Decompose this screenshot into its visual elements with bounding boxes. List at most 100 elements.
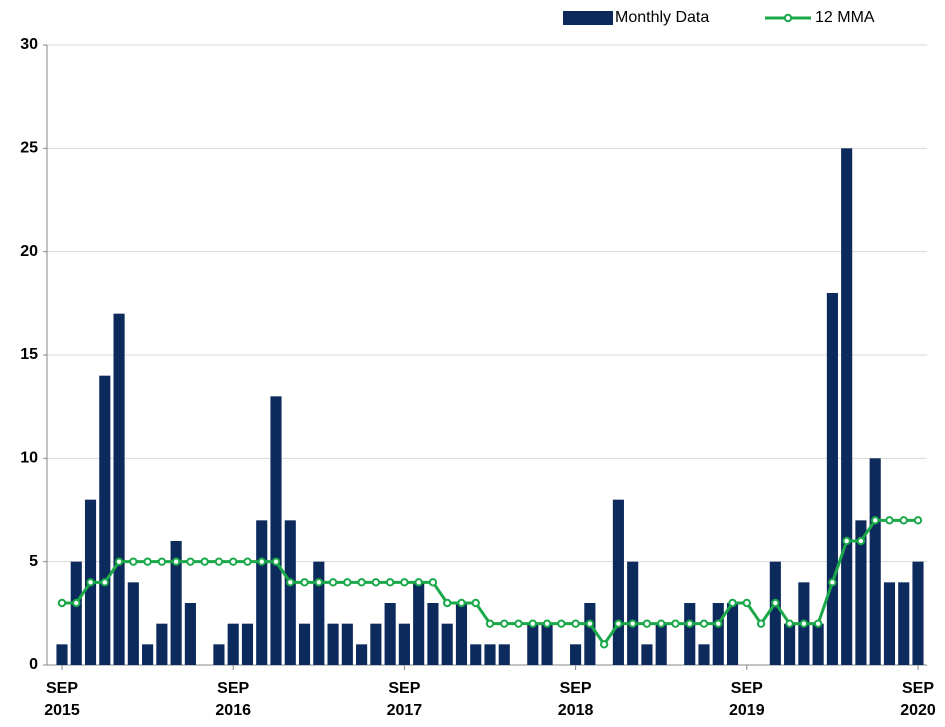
bar (327, 623, 339, 665)
line-marker (557, 619, 566, 628)
line-marker (885, 516, 894, 525)
bar (142, 644, 154, 665)
line-marker (343, 578, 352, 587)
bar (298, 623, 311, 665)
bar (841, 148, 853, 666)
line-marker (300, 578, 309, 587)
bar (912, 561, 924, 665)
bar (127, 582, 139, 665)
line-marker (799, 619, 809, 628)
bar (441, 623, 453, 665)
line-marker (229, 557, 238, 566)
bar (184, 603, 196, 665)
y-tick-label: 30 (20, 36, 38, 53)
line-marker (143, 557, 152, 566)
bar (527, 623, 539, 665)
bar (627, 561, 639, 665)
line-marker (271, 557, 281, 566)
x-tick-label: SEP 2017 (386, 680, 423, 719)
bar (826, 293, 838, 665)
bar (284, 520, 296, 665)
line-marker (913, 516, 923, 525)
line-marker (585, 619, 595, 628)
x-tick-label: SEP 2020 (900, 680, 936, 719)
x-tick-label: SEP 2019 (729, 680, 765, 719)
line-marker (414, 578, 423, 587)
bar (698, 644, 710, 665)
line-marker (171, 557, 181, 566)
bar (641, 644, 653, 665)
bar (470, 644, 482, 665)
line-marker (129, 557, 138, 566)
bar (256, 520, 268, 665)
line-marker (871, 516, 880, 525)
bar (413, 582, 425, 665)
bar (384, 603, 396, 665)
line-marker (57, 598, 67, 608)
line-marker (214, 557, 224, 566)
bar (812, 623, 824, 665)
line-marker (257, 557, 266, 566)
line-marker (100, 578, 110, 587)
bar (113, 313, 125, 665)
y-tick-label: 15 (20, 346, 38, 363)
bar (769, 561, 781, 665)
bar (712, 603, 724, 665)
line-marker (771, 598, 780, 608)
bar (784, 623, 796, 665)
y-tick-label: 20 (20, 243, 38, 260)
bar (398, 623, 410, 665)
line-marker (742, 598, 751, 608)
bar (498, 644, 510, 665)
line-marker (614, 619, 623, 628)
line-marker (485, 619, 495, 628)
line-marker (714, 619, 723, 628)
bar (541, 623, 553, 665)
line-marker (685, 619, 694, 628)
line-marker (856, 536, 866, 546)
y-tick-label: 0 (29, 656, 38, 673)
line-marker (657, 619, 666, 628)
bar (612, 499, 624, 665)
line-marker (528, 619, 537, 628)
bar (455, 603, 468, 665)
legend-swatch (563, 11, 613, 25)
bar (99, 375, 111, 665)
line-marker (500, 619, 509, 628)
line-marker (785, 619, 794, 628)
x-tick-label: SEP 2018 (557, 680, 594, 719)
bar (883, 582, 896, 665)
line-marker (385, 578, 395, 587)
line-marker (471, 598, 480, 608)
y-tick-label: 10 (20, 450, 38, 467)
line-marker (756, 619, 766, 628)
line-marker (72, 598, 81, 608)
line-marker (186, 557, 195, 566)
line-marker (157, 557, 167, 566)
bar (356, 644, 368, 665)
line-marker (114, 557, 124, 566)
line-marker (86, 578, 95, 587)
legend-label: Monthly Data (615, 9, 709, 26)
line-marker (671, 619, 680, 628)
bar (570, 644, 582, 665)
bar (156, 623, 168, 665)
bar (213, 644, 225, 665)
line-marker (628, 619, 637, 628)
bar (869, 458, 881, 665)
line-marker (514, 619, 523, 628)
y-tick-label: 5 (29, 553, 38, 570)
line-marker (699, 619, 709, 628)
line-marker (328, 578, 338, 587)
line-marker (371, 578, 381, 587)
line-marker (728, 598, 737, 608)
line-marker (842, 536, 851, 546)
line-marker (286, 578, 295, 587)
bar (70, 561, 82, 665)
legend: Monthly Data 12 MMA (563, 9, 875, 26)
line-marker (813, 619, 823, 628)
legend-marker (783, 13, 793, 23)
bar (227, 623, 239, 665)
legend-label: 12 MMA (815, 9, 875, 26)
